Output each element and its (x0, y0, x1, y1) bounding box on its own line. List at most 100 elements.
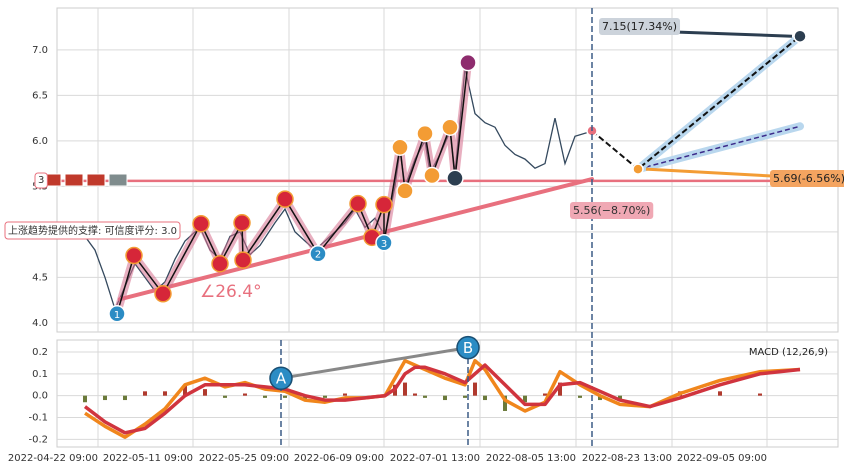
histogram-bar (718, 391, 722, 396)
zigzag-point (375, 234, 393, 252)
histogram-bar (423, 395, 427, 398)
zigzag-point (276, 190, 294, 208)
y-tick-label: 0.2 (32, 347, 48, 358)
zigzag-label: 3 (381, 239, 387, 250)
histogram-bar (223, 395, 227, 398)
y-tick-label: 0.0 (32, 391, 48, 402)
y-tick-label: -0.2 (28, 434, 48, 445)
histogram-bar (463, 395, 467, 398)
zigzag-point (108, 305, 126, 323)
histogram-bar (103, 395, 107, 401)
zigzag-point (349, 194, 367, 213)
annotation-box (34, 172, 48, 189)
histogram-bar (243, 393, 247, 396)
zigzag-point (211, 254, 229, 273)
y-tick-label: 6.5 (32, 90, 48, 101)
zigzag-label: 2 (315, 250, 321, 261)
support-line (118, 177, 594, 302)
annotation: 5.56(−8.70%) (573, 204, 650, 217)
divergence-point (456, 335, 480, 360)
histogram-bar (578, 395, 582, 398)
annotation: 3 (38, 175, 44, 186)
y-tick-label: 7.0 (32, 45, 48, 56)
annotation: 上涨趋势提供的支撑: 可信度评分: 3.0 (8, 224, 177, 237)
histogram-bar (283, 395, 287, 398)
x-tick-label: 2022-04-22 09:00 (8, 453, 98, 464)
divergence-label: A (276, 370, 287, 388)
zigzag-point (459, 53, 477, 72)
zigzag-point (416, 124, 434, 143)
histogram-bar (263, 395, 267, 398)
histogram-bar (443, 395, 447, 401)
pointer (645, 167, 773, 178)
histogram-bar (343, 393, 347, 396)
pattern-icon (108, 173, 128, 187)
y-tick-label: 4.0 (32, 318, 48, 329)
zigzag-point (192, 214, 210, 233)
x-tick-label: 2022-07-01 13:00 (390, 453, 480, 464)
histogram-bar (758, 393, 762, 396)
annotation: ∠26.4° (200, 282, 262, 302)
zigzag-point (396, 182, 414, 200)
x-tick-label: 2022-05-11 09:00 (103, 453, 193, 464)
zigzag-point (154, 285, 172, 303)
y-tick-label: 4.5 (32, 272, 48, 283)
histogram-bar (558, 382, 562, 396)
divergence-line (280, 346, 469, 380)
histogram-bar (203, 389, 207, 396)
histogram-bar (473, 382, 477, 396)
macd-line (83, 363, 801, 435)
x-tick-label: 2022-08-23 13:00 (582, 453, 672, 464)
channel-line (637, 125, 801, 170)
histogram-bar (618, 395, 622, 401)
histogram-bar (163, 391, 167, 396)
pattern-icon (64, 173, 84, 187)
histogram-bar (413, 393, 417, 396)
projection-point (793, 29, 807, 43)
histogram-bar (83, 395, 87, 403)
y-tick-label: -0.1 (28, 413, 48, 424)
projection-point (632, 163, 644, 175)
zigzag-point (441, 118, 459, 136)
histogram-bar (123, 395, 127, 401)
histogram-bar (183, 384, 187, 396)
divergence-point (269, 366, 293, 390)
annotation-box (4, 221, 181, 240)
zigzag-label: 1 (114, 310, 120, 321)
histogram-bar (143, 391, 147, 396)
zigzag-point (375, 195, 393, 214)
x-tick-label: 2022-09-05 09:00 (677, 453, 767, 464)
pointer (674, 30, 793, 38)
histogram-bar (503, 395, 507, 411)
x-tick-label: 2022-06-09 09:00 (294, 453, 384, 464)
annotation: 5.69(-6.56%) (773, 172, 844, 185)
histogram-bar (483, 395, 487, 401)
annotation-box (770, 170, 844, 187)
x-tick-label: 2022-05-25 09:00 (199, 453, 289, 464)
histogram-bar (598, 395, 602, 401)
zigzag-point (234, 251, 252, 269)
zigzag-point (391, 138, 409, 156)
zigzag-point (125, 246, 143, 265)
x-tick-label: 2022-08-05 13:00 (486, 453, 576, 464)
zigzag-point (233, 214, 251, 232)
divergence-label: B (463, 339, 473, 357)
macd-line (84, 358, 801, 439)
macd-title: MACD (12,26,9) (749, 347, 828, 358)
pattern-icon (86, 173, 106, 187)
histogram-bar (523, 395, 527, 403)
price-panel (56, 7, 839, 333)
histogram-bar (303, 395, 307, 401)
annotation: 7.15(17.34%) (602, 20, 677, 33)
annotation-box (570, 202, 654, 219)
y-tick-label: 0.1 (32, 369, 48, 380)
zigzag-point (309, 244, 327, 263)
y-tick-label: 6.0 (32, 136, 48, 147)
histogram-bar (403, 382, 407, 396)
zigzag-point (446, 169, 464, 187)
zigzag-point (423, 166, 441, 185)
annotation-box (599, 18, 681, 35)
histogram-bar (323, 395, 327, 398)
